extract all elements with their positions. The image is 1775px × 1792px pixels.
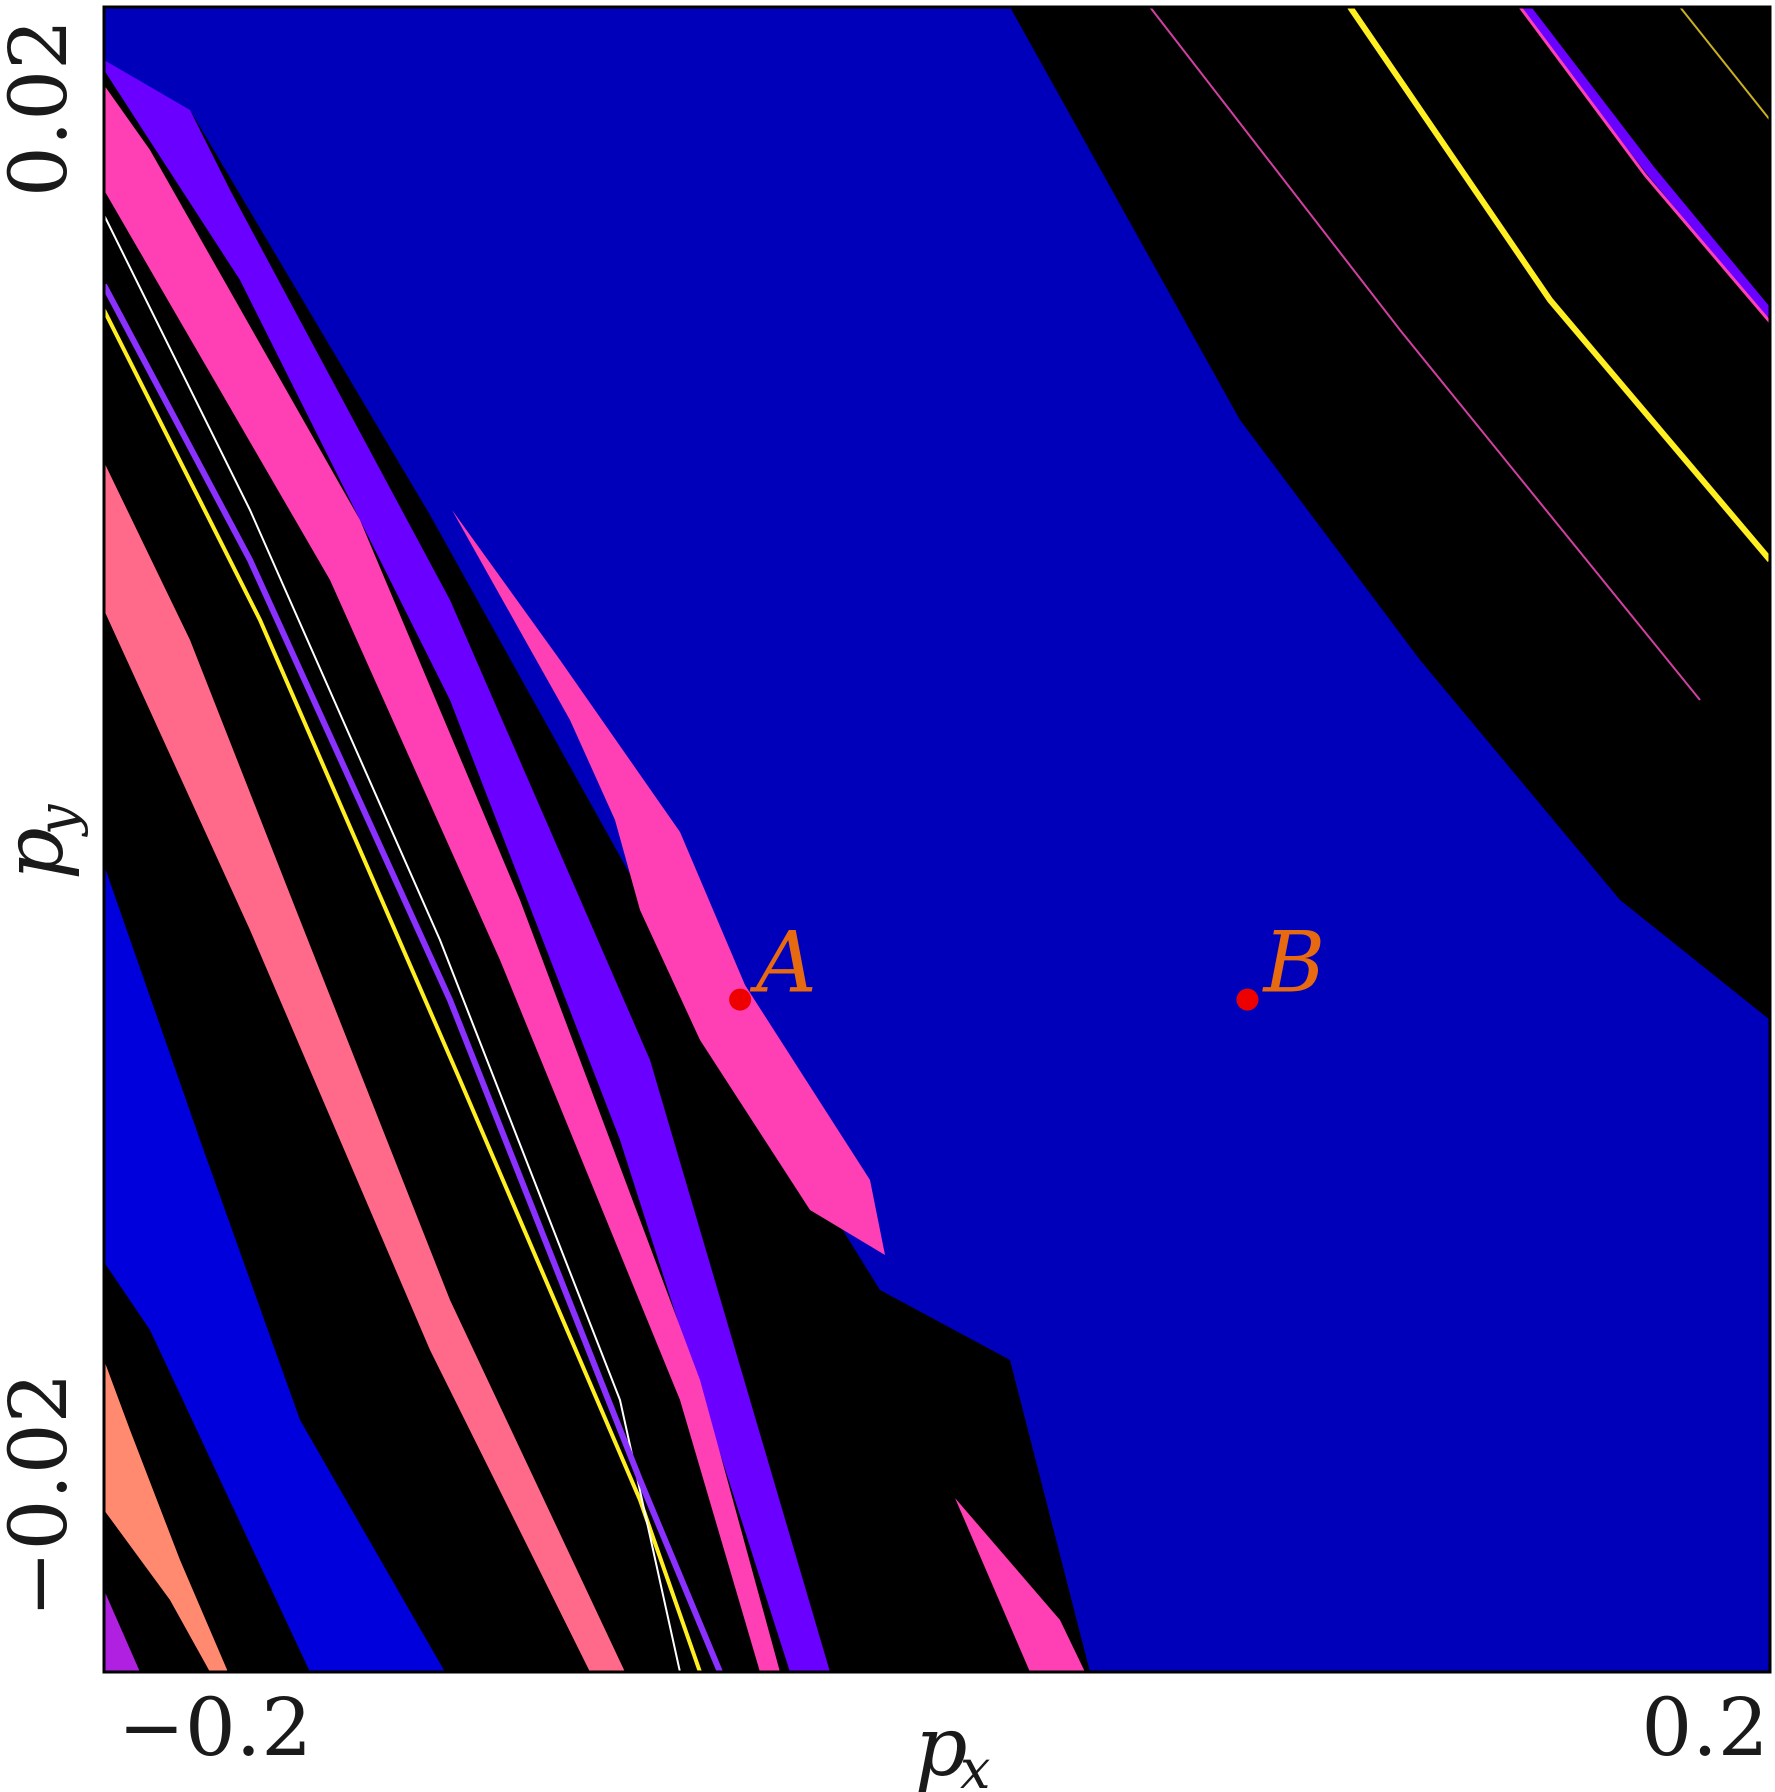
point-label-a: A (749, 914, 817, 1012)
magenta-line-top-right (1149, 7, 1701, 701)
bottom-pink-wedge (955, 1498, 1085, 1672)
magenta-sliver (104, 1590, 140, 1672)
pink-line-top-right (1518, 7, 1770, 323)
pink-stripe-upper (104, 85, 780, 1672)
point-label-b: B (1261, 914, 1325, 1012)
central-pink-sliver (452, 510, 885, 1255)
x-tick-label-min: −0.2 (118, 1681, 312, 1774)
violet-line-top-right (1521, 7, 1770, 319)
svg-text:p: p (915, 1700, 968, 1792)
plot-frame (102, 5, 1772, 1674)
salmon-band (104, 462, 625, 1672)
yellow-line-left (104, 309, 702, 1672)
svg-text:x: x (960, 1738, 990, 1792)
y-axis-label: p y (0, 803, 89, 880)
y-tick-label-max: 0.02 (0, 19, 85, 197)
blue-band-lower-left (104, 865, 445, 1672)
white-line-left (104, 214, 681, 1672)
x-tick-label-max: 0.2 (1641, 1681, 1768, 1774)
x-axis-label: p x (915, 1700, 990, 1792)
svg-text:p: p (0, 828, 82, 881)
y-tick-label-min: −0.02 (0, 1372, 85, 1617)
point-marker-b (1236, 988, 1259, 1011)
violet-line-left (104, 283, 723, 1672)
bottom-black-wedge (840, 1460, 1030, 1672)
light-salmon-band (104, 1360, 228, 1672)
violet-stripe (104, 60, 830, 1672)
svg-text:y: y (26, 803, 89, 837)
point-marker-a (729, 988, 752, 1011)
main-blue-basin (104, 7, 1770, 1672)
yellow-line-top-right-2 (1679, 7, 1770, 121)
yellow-line-top-right (1347, 7, 1770, 562)
